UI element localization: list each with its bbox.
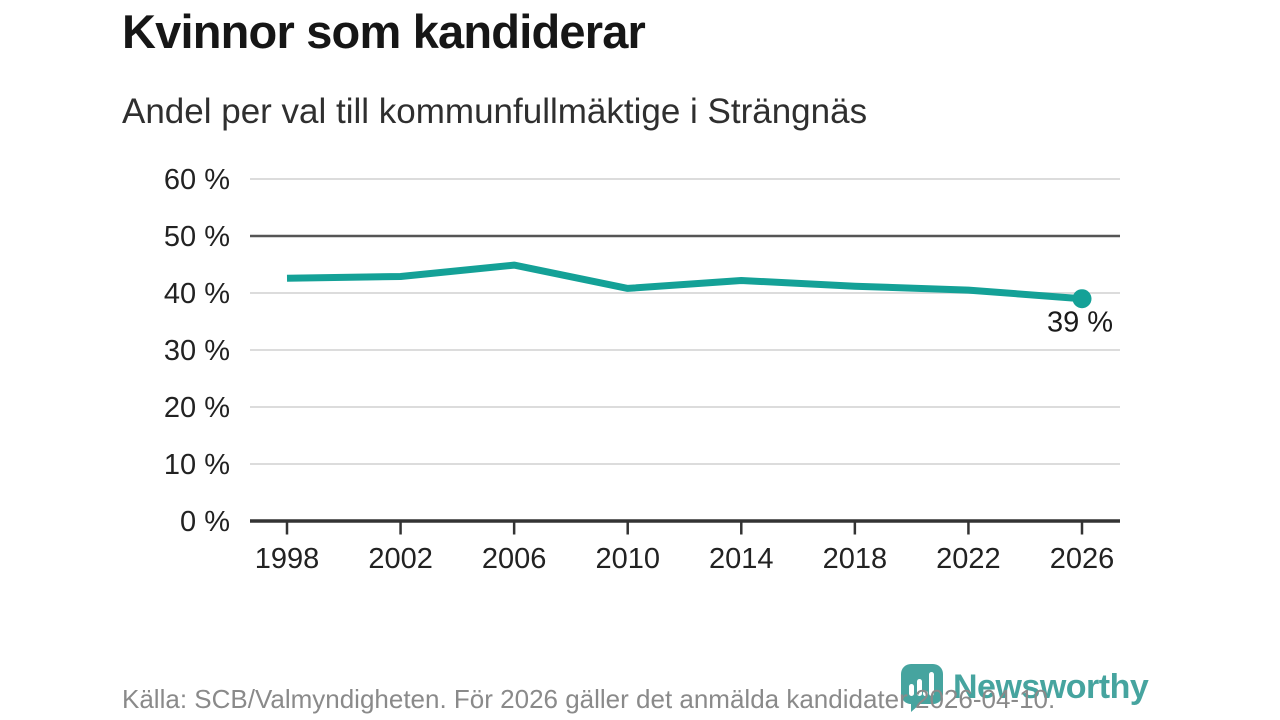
newsworthy-logo-text: Newsworthy xyxy=(953,668,1149,706)
x-axis-tick-label: 2002 xyxy=(368,543,433,575)
y-axis-tick-label: 40 % xyxy=(164,278,230,310)
x-axis-tick-label: 2022 xyxy=(936,543,1001,575)
y-axis-tick-label: 0 % xyxy=(180,506,230,538)
y-axis-tick-label: 20 % xyxy=(164,392,230,424)
x-axis-tick-label: 1998 xyxy=(255,543,320,575)
newsworthy-logo-icon xyxy=(901,664,943,712)
chart-title: Kvinnor som kandiderar xyxy=(122,5,646,58)
newsworthy-logo: Newsworthy xyxy=(901,664,1149,712)
logo-dot xyxy=(922,690,929,697)
end-point-marker xyxy=(1072,289,1092,309)
y-axis-tick-label: 30 % xyxy=(164,335,230,367)
logo-bar-short xyxy=(909,684,914,696)
x-axis-tick-label: 2026 xyxy=(1050,543,1115,575)
y-axis-tick-label: 10 % xyxy=(164,449,230,481)
x-axis-tick-label: 2014 xyxy=(709,543,774,575)
source-note: Källa: SCB/Valmyndigheten. För 2026 gäll… xyxy=(122,684,1056,714)
y-axis-tick-label: 60 % xyxy=(164,164,230,196)
chart-subtitle: Andel per val till kommunfullmäktige i S… xyxy=(122,92,868,131)
end-point-value-label: 39 % xyxy=(1047,307,1113,339)
x-axis-tick-label: 2006 xyxy=(482,543,547,575)
x-axis-tick-label: 2010 xyxy=(595,543,660,575)
logo-bar-medium xyxy=(917,679,922,696)
logo-bar-tall xyxy=(929,672,934,696)
y-axis-tick-label: 50 % xyxy=(164,221,230,253)
x-axis-tick-label: 2018 xyxy=(823,543,888,575)
data-line xyxy=(286,261,1083,303)
